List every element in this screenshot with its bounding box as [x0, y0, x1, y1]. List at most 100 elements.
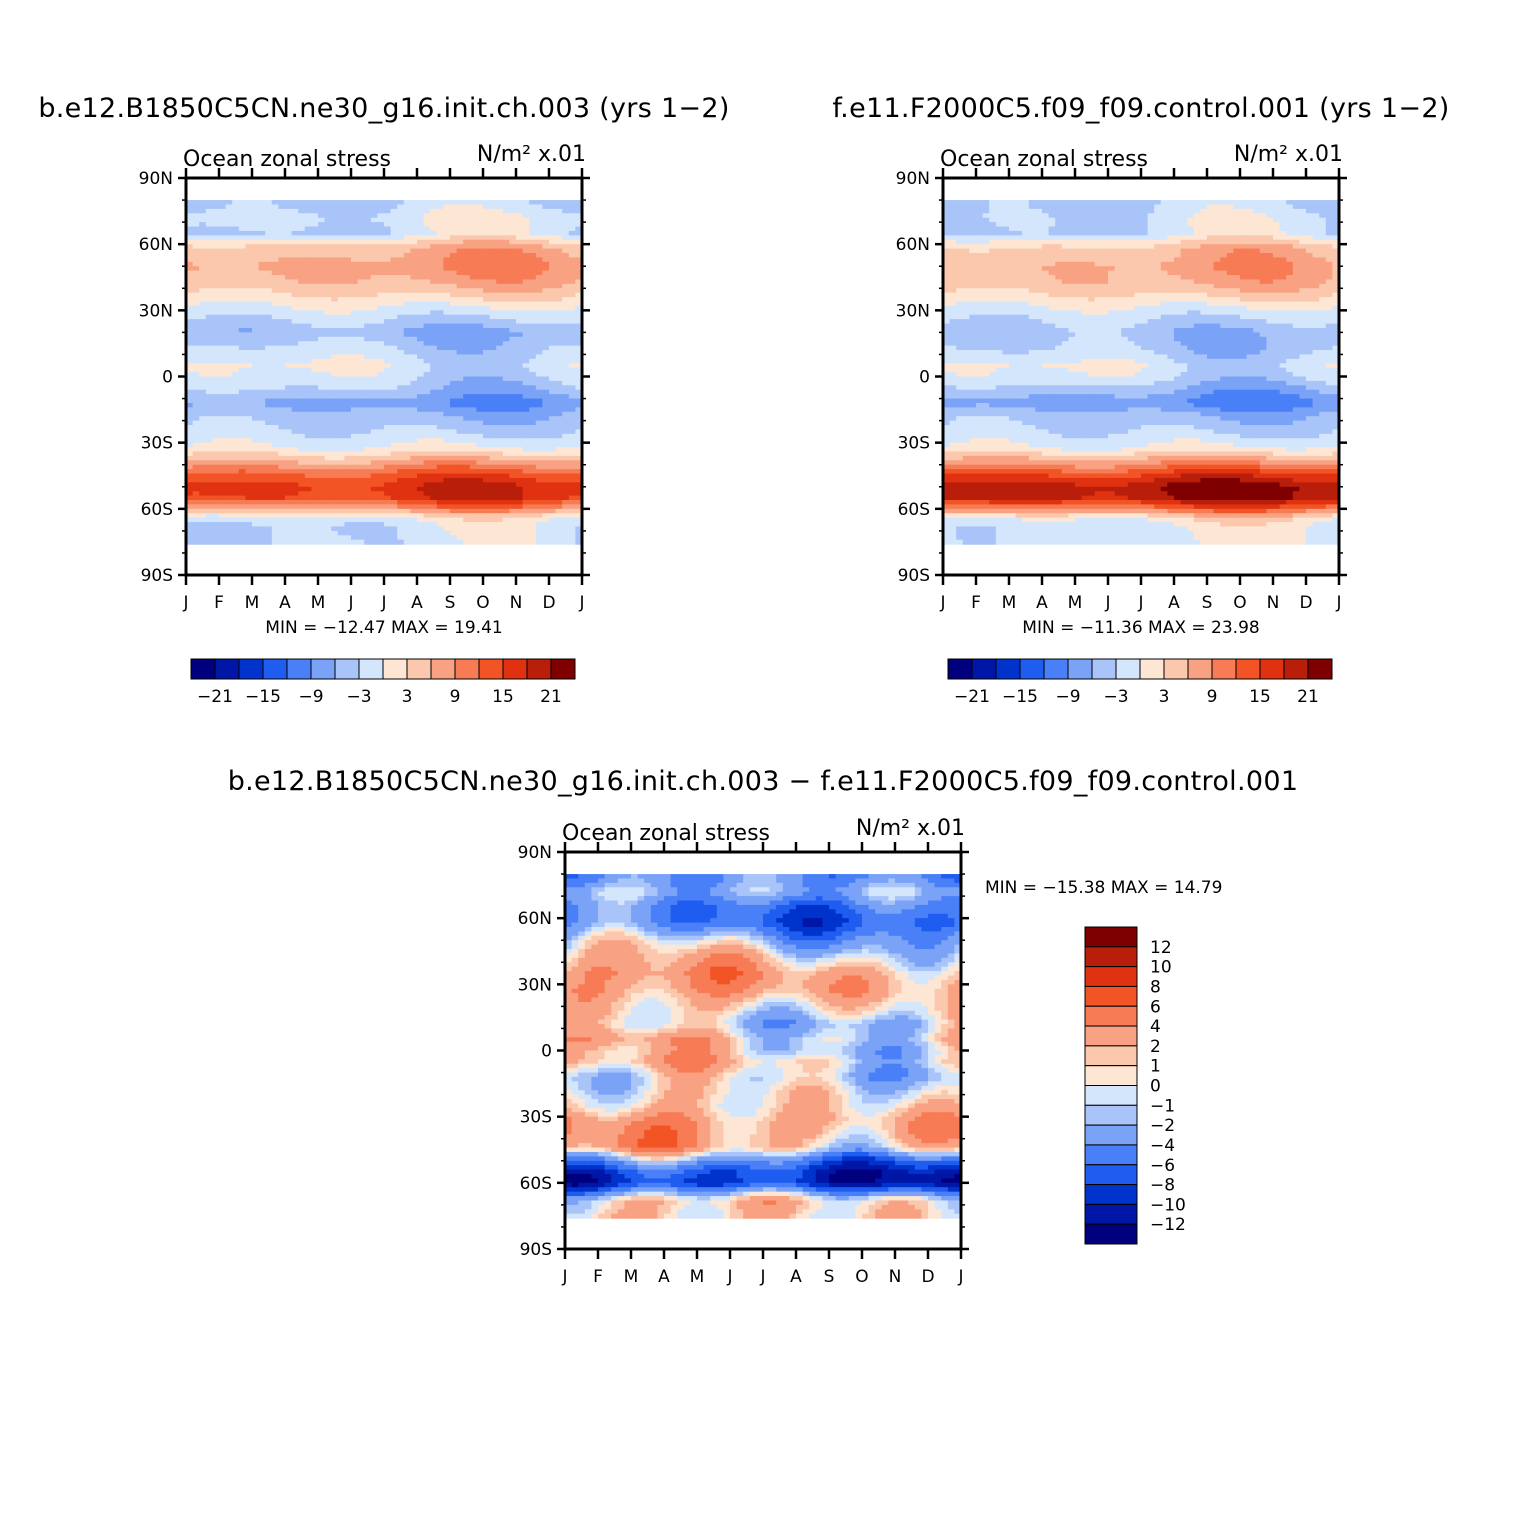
contour-cell — [238, 288, 246, 294]
contour-cell — [423, 226, 431, 232]
contour-cell — [549, 257, 557, 263]
contour-cell — [549, 222, 557, 228]
contour-cell — [502, 327, 510, 333]
contour-cell — [443, 319, 451, 325]
contour-cell — [357, 530, 365, 536]
contour-cell — [430, 380, 438, 386]
contour-cell — [1325, 217, 1333, 223]
contour-cell — [219, 239, 227, 245]
contour-cell — [410, 486, 418, 492]
contour-cell — [502, 385, 510, 391]
contour-cell — [403, 473, 411, 479]
contour-cell — [417, 385, 425, 391]
contour-cell — [199, 429, 207, 435]
contour-cell — [318, 416, 326, 422]
contour-cell — [403, 486, 411, 492]
contour-cell — [192, 239, 200, 245]
contour-cell — [483, 407, 491, 413]
contour-cell — [562, 327, 570, 333]
contour-cell — [502, 491, 510, 497]
contour-cell — [285, 508, 293, 514]
contour-cell — [311, 442, 319, 448]
contour-cell — [304, 292, 312, 298]
contour-cell — [186, 460, 194, 466]
contour-cell — [549, 292, 557, 298]
contour-cell — [331, 283, 339, 289]
contour-cell — [450, 327, 458, 333]
contour-cell — [483, 442, 491, 448]
contour-cell — [450, 482, 458, 488]
contour-cell — [219, 425, 227, 431]
contour-cell — [489, 504, 497, 510]
contour-cell — [522, 332, 530, 338]
contour-cell — [549, 208, 557, 214]
contour-cell — [245, 491, 253, 497]
contour-cell — [285, 477, 293, 483]
contour-cell — [298, 248, 306, 254]
contour-cell — [337, 442, 345, 448]
contour-cell — [265, 526, 273, 532]
contour-cell — [212, 442, 220, 448]
contour-cell — [575, 244, 582, 250]
contour-cell — [298, 358, 306, 364]
contour-cell — [225, 305, 233, 311]
contour-cell — [232, 327, 240, 333]
contour-cell — [502, 504, 510, 510]
contour-cell — [370, 508, 378, 514]
contour-cell — [542, 429, 550, 435]
contour-cell — [535, 363, 543, 369]
contour-cell — [450, 425, 458, 431]
contour-cell — [522, 539, 530, 545]
contour-cell — [555, 367, 563, 373]
contour-cell — [397, 270, 405, 276]
contour-cell — [542, 539, 550, 545]
contour-cell — [469, 332, 477, 338]
contour-cell — [390, 213, 398, 219]
contour-cell — [450, 455, 458, 461]
contour-cell — [384, 442, 392, 448]
contour-cell — [238, 217, 246, 223]
contour-cell — [232, 464, 240, 470]
contour-cell — [370, 473, 378, 479]
contour-cell — [278, 217, 286, 223]
contour-cell — [397, 314, 405, 320]
contour-cell — [489, 200, 497, 206]
contour-cell — [403, 500, 411, 506]
contour-cell — [304, 327, 312, 333]
contour-cell — [186, 244, 194, 250]
contour-cell — [390, 239, 398, 245]
contour-cell — [212, 500, 220, 506]
contour-cell — [384, 407, 392, 413]
contour-cell — [186, 442, 194, 448]
contour-cell — [1141, 217, 1149, 223]
contour-cell — [1187, 208, 1195, 214]
contour-cell — [219, 469, 227, 475]
contour-cell — [384, 447, 392, 453]
contour-cell — [192, 402, 200, 408]
contour-cell — [516, 438, 524, 444]
contour-cell — [430, 323, 438, 329]
contour-cell — [1134, 208, 1142, 214]
contour-cell — [364, 275, 372, 281]
contour-cell — [351, 380, 359, 386]
contour-cell — [489, 447, 497, 453]
contour-cell — [291, 350, 299, 356]
contour-cell — [456, 425, 464, 431]
contour-cell — [568, 204, 576, 210]
contour-cell — [258, 252, 266, 258]
contour-cell — [337, 222, 345, 228]
contour-cell — [489, 363, 497, 369]
contour-cell — [357, 513, 365, 519]
contour-cell — [318, 363, 326, 369]
contour-cell — [443, 394, 451, 400]
contour-cell — [529, 411, 537, 417]
contour-cell — [403, 380, 411, 386]
contour-cell — [225, 526, 233, 532]
contour-cell — [417, 380, 425, 386]
contour-cell — [225, 332, 233, 338]
contour-cell — [357, 226, 365, 232]
contour-cell — [575, 252, 582, 258]
contour-cell — [469, 252, 477, 258]
contour-cell — [357, 425, 365, 431]
contour-cell — [410, 460, 418, 466]
